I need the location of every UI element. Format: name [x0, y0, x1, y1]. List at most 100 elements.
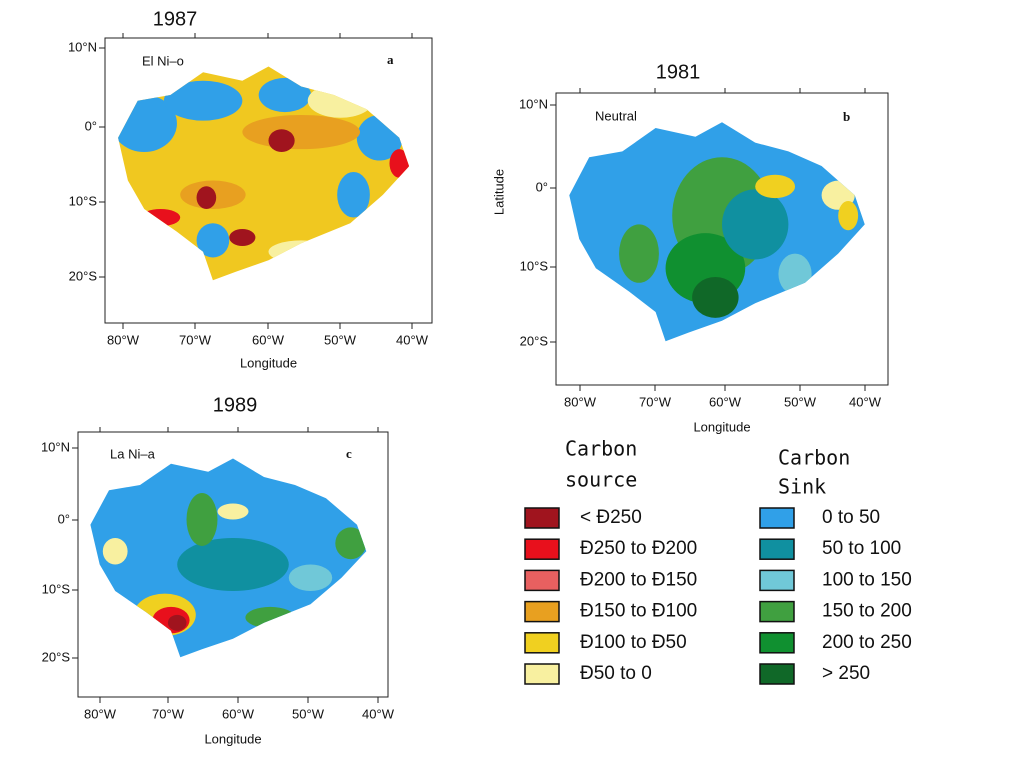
map-frame — [77, 431, 389, 698]
legend-label: Ð200 to Ð150 — [580, 569, 697, 590]
legend-swatch — [524, 600, 560, 623]
map-patch — [167, 614, 187, 631]
legend-label: 150 to 200 — [822, 601, 912, 622]
y-tick-label: 10°S — [42, 581, 71, 596]
map-overlay — [619, 157, 859, 318]
map-panel: 1981 Neutral b 10°N 0° 10°S 20°S 80°W 70°W 60°W 50… — [491, 61, 889, 434]
x-tick-label: 60°W — [222, 706, 255, 721]
legend-swatch — [759, 600, 795, 623]
legend-swatch — [759, 632, 795, 654]
map-panel: 1989 La Ni–a c 10°N 0° 10°S 20°S 80°W 70°W 60°W 50… — [41, 394, 395, 746]
map-patch — [778, 253, 812, 295]
map-patch — [245, 606, 295, 629]
y-tick-label: 10°S — [520, 258, 549, 273]
y-tick-label: 20°S — [42, 649, 71, 664]
panel-label: Neutral — [595, 108, 637, 123]
map-overlay — [102, 492, 367, 637]
x-tick-label: 70°W — [152, 706, 185, 721]
y-tick-label: 10°N — [41, 439, 70, 454]
map-overlay — [118, 77, 410, 264]
x-tick-label: 70°W — [179, 332, 212, 347]
map-patch — [838, 201, 859, 231]
legend-label: Ð150 to Ð100 — [580, 601, 697, 622]
legend-label: Ð100 to Ð50 — [580, 632, 687, 653]
x-tick-label: 50°W — [324, 332, 357, 347]
y-tick-label: 0° — [536, 179, 548, 194]
map-patch — [177, 538, 289, 591]
map-patch — [619, 224, 659, 283]
map-patch — [217, 503, 249, 520]
legend-label: > 250 — [822, 663, 870, 684]
x-tick-label: 50°W — [784, 394, 817, 409]
y-tick-label: 0° — [85, 118, 97, 133]
map-patch — [337, 171, 370, 218]
legend-swatch — [759, 569, 795, 592]
y-tick-label: 20°S — [69, 268, 98, 283]
map-patch — [268, 129, 295, 153]
legend-swatch — [759, 663, 795, 685]
panel-year: 1989 — [213, 394, 258, 416]
legend-label: Ð250 to Ð200 — [580, 538, 697, 559]
x-tick-label: 40°W — [362, 706, 395, 721]
y-tick-label: 10°S — [69, 193, 98, 208]
map-patch — [140, 209, 181, 227]
map-patch — [242, 114, 361, 150]
legend-swatch — [524, 663, 560, 685]
panel-year: 1981 — [656, 61, 701, 83]
map-patch — [163, 80, 243, 121]
map-patch — [755, 174, 796, 199]
map-patch — [335, 527, 367, 560]
map-patch — [268, 240, 334, 264]
legend-label: 50 to 100 — [822, 538, 901, 559]
map-patch — [692, 276, 739, 318]
map-patch — [186, 492, 218, 546]
legend-label: 0 to 50 — [822, 507, 880, 528]
legend-swatch — [524, 507, 560, 529]
map-patch — [229, 228, 256, 247]
panel-label: El Ni–o — [142, 53, 184, 68]
map-patch — [102, 538, 128, 565]
panel-letter: c — [346, 446, 352, 461]
x-tick-label: 80°W — [564, 394, 597, 409]
y-tick-label: 0° — [58, 511, 70, 526]
y-tick-label: 10°N — [68, 39, 97, 54]
x-tick-label: 80°W — [84, 706, 117, 721]
panel-letter: a — [387, 52, 394, 67]
legend-label: 200 to 250 — [822, 632, 912, 653]
x-tick-label: 40°W — [849, 394, 882, 409]
map-patch — [389, 149, 410, 178]
legend-swatch — [524, 632, 560, 654]
x-axis-title: Longitude — [240, 355, 297, 370]
legend-swatch — [759, 507, 795, 529]
x-tick-label: 70°W — [639, 394, 672, 409]
legend-swatch — [524, 569, 560, 592]
panel-letter: b — [843, 109, 850, 124]
legend-swatch — [524, 538, 560, 560]
map-patch — [196, 223, 230, 258]
map-patch — [258, 77, 312, 113]
panel-year: 1987 — [153, 8, 198, 30]
panel-label: La Ni–a — [110, 446, 156, 461]
y-axis-title: Latitude — [491, 169, 506, 215]
legend-source-title: Carbon — [565, 437, 637, 461]
legend-sink-title: Carbon — [778, 446, 850, 470]
legend-label: 100 to 150 — [822, 569, 912, 590]
x-axis-title: Longitude — [693, 419, 750, 434]
map-frame — [555, 92, 889, 386]
x-tick-label: 60°W — [252, 332, 285, 347]
map-panel: 1987 El Ni–o a 10°N 0° 10°S 20°S 80°W 70°W 60°W 50… — [68, 8, 433, 370]
x-tick-label: 50°W — [292, 706, 325, 721]
x-tick-label: 60°W — [709, 394, 742, 409]
legend-label: Ð50 to 0 — [580, 663, 652, 684]
legend-source-title: source — [565, 468, 637, 492]
map-patch — [722, 189, 789, 260]
x-tick-label: 40°W — [396, 332, 429, 347]
y-tick-label: 20°S — [520, 333, 549, 348]
y-tick-label: 10°N — [519, 96, 548, 111]
legend-sink-title: Sink — [778, 475, 826, 499]
map-patch — [196, 186, 217, 210]
legend-swatch — [759, 538, 795, 560]
legend-label: < Ð250 — [580, 507, 642, 528]
x-axis-title: Longitude — [204, 731, 261, 746]
